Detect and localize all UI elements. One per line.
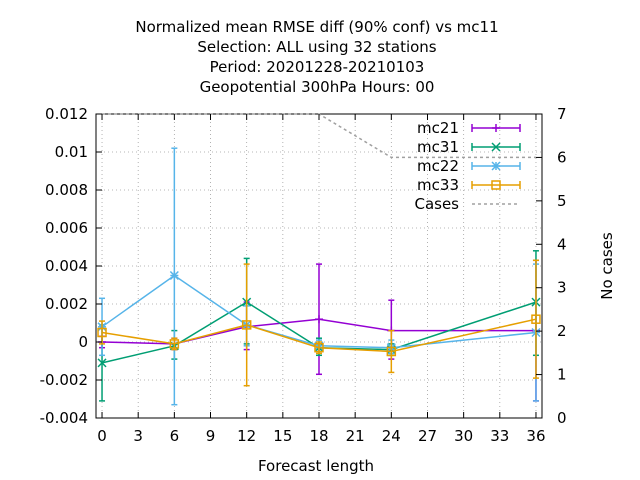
x-tick-label: 12 [237, 427, 256, 445]
y2-tick-label: 4 [557, 235, 567, 253]
x-axis-label: Forecast length [258, 457, 374, 475]
y2-tick-label: 3 [557, 279, 567, 297]
y-tick-label: 0 [78, 333, 88, 351]
data-point [491, 142, 501, 152]
x-tick-label: 6 [170, 427, 180, 445]
y-tick-label: 0.004 [45, 257, 88, 275]
series-line [102, 318, 536, 345]
data-point [97, 327, 107, 338]
legend-entry: mc22 [417, 157, 521, 175]
chart-title: Normalized mean RMSE diff (90% conf) vs … [135, 18, 498, 96]
legend-entry: Cases [414, 195, 520, 213]
y2-tick-label: 5 [557, 192, 567, 210]
title-line-4: Geopotential 300hPa Hours: 00 [200, 78, 435, 96]
data-point [315, 315, 323, 324]
series-line [101, 301, 537, 364]
data-point [491, 161, 501, 171]
data-point [97, 358, 107, 368]
x-axis-ticks: 0 3 6 9 12 15 18 21 24 27 30 33 36 [97, 114, 546, 445]
data-point [492, 124, 500, 132]
x-tick-label: 33 [490, 427, 509, 445]
y-tick-label: 0.006 [45, 219, 88, 237]
y-axis-ticks: -0.004 -0.002 0 0.002 0.004 0.006 0.008 0.01 0.0… [40, 105, 102, 427]
x-tick-label: 0 [97, 427, 107, 445]
y-tick-label: 0.002 [45, 295, 88, 313]
series-line [101, 318, 537, 353]
x-tick-label: 18 [309, 427, 328, 445]
y-tick-label: 0.01 [55, 143, 88, 161]
data-point [241, 320, 252, 330]
y-tick-label: -0.004 [40, 409, 88, 427]
y2-tick-label: 1 [557, 366, 567, 384]
x-tick-label: 30 [454, 427, 473, 445]
x-tick-label: 27 [418, 427, 437, 445]
legend-label: mc22 [417, 157, 459, 175]
x-tick-label: 24 [382, 427, 401, 445]
y2-tick-label: 2 [557, 322, 567, 340]
legend-label: mc21 [417, 119, 459, 137]
data-point [386, 346, 397, 357]
y-tick-label: 0.012 [45, 105, 88, 123]
legend-entry: mc33 [417, 176, 521, 194]
series-layer [97, 147, 541, 406]
y2-axis-ticks: 0 1 2 3 4 5 6 7 [536, 105, 567, 427]
y-tick-label: -0.002 [40, 371, 88, 389]
title-line-3: Period: 20201228-20210103 [210, 58, 425, 76]
legend-label: mc31 [417, 138, 459, 156]
data-point [169, 339, 180, 349]
data-point [531, 314, 541, 324]
title-line-1: Normalized mean RMSE diff (90% conf) vs … [135, 18, 498, 36]
y2-tick-label: 6 [557, 148, 567, 166]
series-line [101, 274, 537, 349]
data-point [491, 180, 501, 190]
data-point [169, 270, 179, 281]
legend-label: mc33 [417, 176, 459, 194]
legend-label: Cases [414, 195, 459, 213]
y2-tick-label: 0 [557, 409, 567, 427]
series-mc33 [97, 259, 541, 387]
x-tick-label: 36 [526, 427, 545, 445]
legend-entry: mc31 [417, 138, 521, 156]
y2-axis-label: No cases [598, 232, 616, 300]
y-tick-label: 0.008 [45, 181, 88, 199]
x-tick-label: 21 [346, 427, 365, 445]
data-point [314, 342, 324, 353]
title-line-2: Selection: ALL using 32 stations [197, 38, 436, 56]
x-tick-label: 15 [273, 427, 292, 445]
legend-entry: mc21 [417, 119, 521, 137]
x-tick-label: 3 [133, 427, 143, 445]
y2-tick-label: 7 [557, 105, 567, 123]
x-tick-label: 9 [206, 427, 216, 445]
